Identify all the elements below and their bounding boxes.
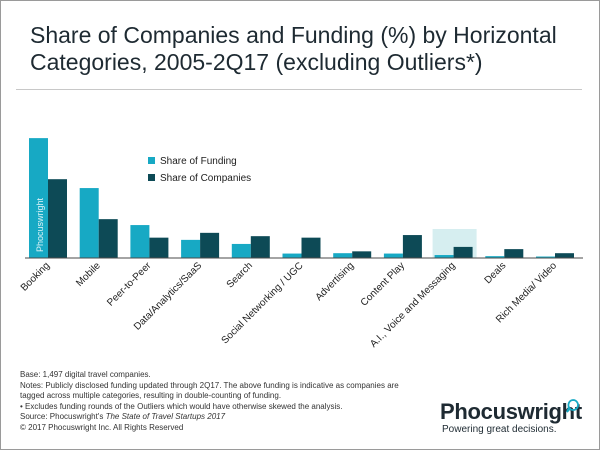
legend-swatch-funding — [148, 157, 155, 164]
bar-companies-data-analytics-saas — [200, 232, 220, 258]
bar-funding-deals — [485, 256, 505, 258]
logo-speech-icon — [566, 399, 579, 413]
bar-funding-rich-media-video — [536, 256, 555, 258]
bar-funding-mobile — [79, 188, 99, 258]
footnote-notes: Notes: Publicly disclosed funding update… — [20, 380, 399, 401]
title-divider — [16, 89, 582, 90]
bar-funding-a-i-voice-and-messaging — [434, 255, 454, 258]
bar-funding-social-networking-ugc — [282, 253, 302, 258]
bar-funding-data-analytics-saas — [181, 239, 201, 258]
chart-title: Share of Companies and Funding (%) by Ho… — [30, 22, 557, 75]
x-tick-label-peer-to-peer: Peer-to-Peer — [105, 260, 154, 309]
bar-companies-rich-media-video — [555, 253, 574, 258]
bar-companies-social-networking-ugc — [301, 237, 321, 258]
footnote-outliers: • Excludes funding rounds of the Outlier… — [20, 401, 343, 411]
bar-funding-advertising — [333, 253, 353, 258]
logo-tagline: Powering great decisions. — [442, 424, 557, 435]
source-title: The State of Travel Startups 2017 — [105, 412, 226, 422]
x-tick-label-booking: Booking — [19, 260, 52, 293]
bar-companies-deals — [504, 249, 524, 258]
bar-funding-search — [231, 243, 251, 258]
legend-label-funding: Share of Funding — [160, 156, 237, 167]
bar-companies-content-play — [402, 235, 422, 258]
phocuswright-logo: Phocuswright Powering great decisions. — [440, 399, 590, 440]
footnotes: Base: 1,497 digital travel companies. No… — [20, 370, 420, 434]
bar-funding-content-play — [383, 253, 403, 258]
x-tick-label-social-networking-ugc: Social Networking / UGC — [220, 260, 306, 346]
bar-companies-mobile — [98, 219, 118, 258]
bar-companies-search — [250, 236, 270, 258]
bar-companies-a-i-voice-and-messaging — [453, 246, 473, 258]
legend-swatch-companies — [148, 174, 155, 181]
bar-companies-booking — [48, 179, 67, 258]
bar-watermark: Phocuswright — [35, 197, 45, 252]
legend-label-companies: Share of Companies — [160, 173, 251, 184]
bar-companies-peer-to-peer — [149, 237, 169, 258]
x-tick-label-a-i-voice-and-messaging: A.I., Voice and Messaging — [368, 260, 458, 350]
x-tick-label-search: Search — [225, 260, 255, 290]
bar-funding-booking — [29, 138, 48, 258]
logo-wordmark: Phocuswright — [440, 399, 582, 424]
bar-companies-advertising — [352, 251, 372, 258]
x-tick-label-advertising: Advertising — [314, 260, 357, 303]
footnote-copyright: © 2017 Phocuswright Inc. All Rights Rese… — [20, 422, 184, 432]
x-tick-label-deals: Deals — [483, 260, 509, 286]
legend: Share of Funding Share of Companies — [148, 156, 251, 184]
bar-funding-peer-to-peer — [130, 225, 150, 258]
x-tick-label-content-play: Content Play — [359, 260, 407, 308]
x-tick-label-mobile: Mobile — [74, 260, 103, 289]
footnote-source: Source: Phocuswright's The State of Trav… — [20, 412, 226, 422]
footnote-base: Base: 1,497 digital travel companies. — [20, 370, 151, 379]
